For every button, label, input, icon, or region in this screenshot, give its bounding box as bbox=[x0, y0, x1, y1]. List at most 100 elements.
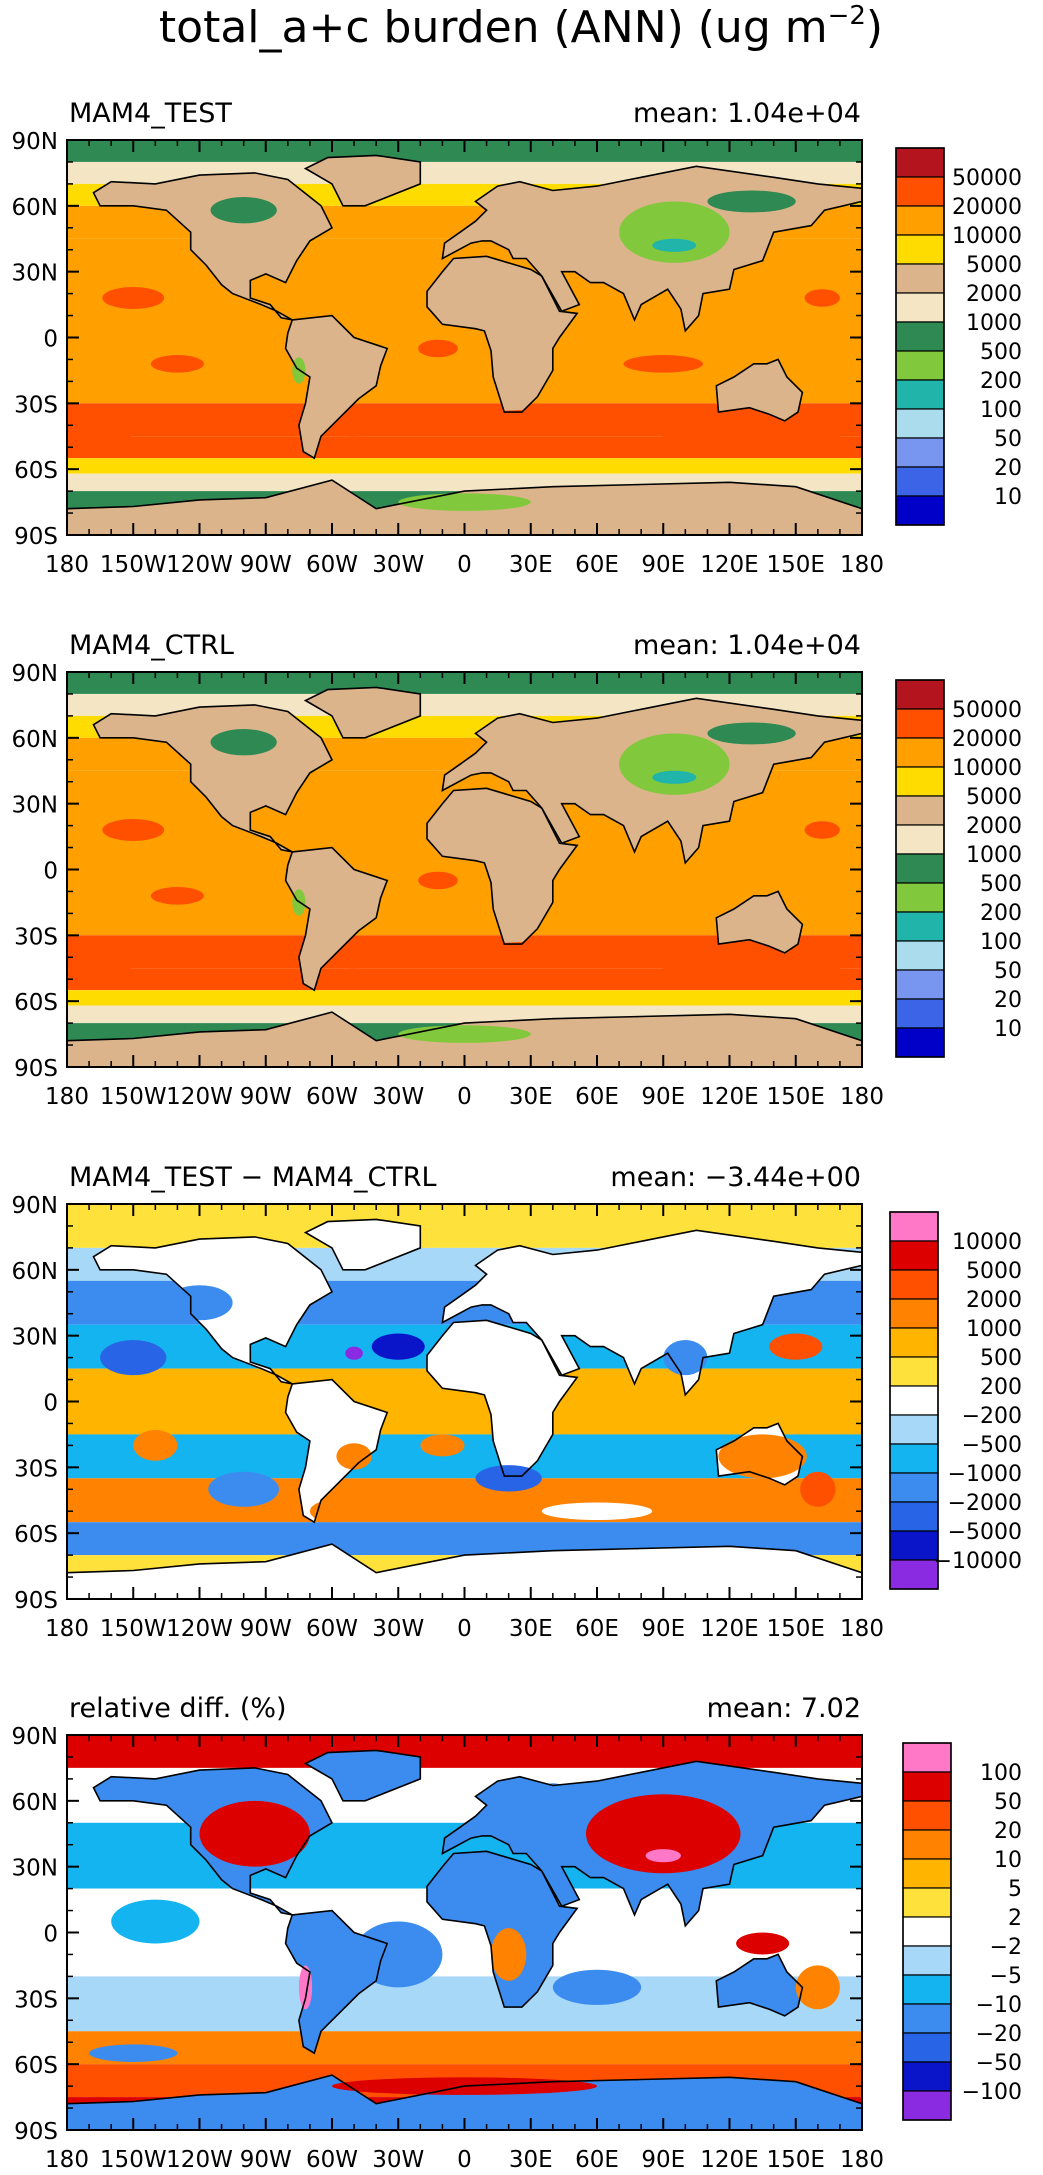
panel-title: MAM4_TEST − MAM4_CTRL bbox=[69, 1162, 437, 1193]
field-contour bbox=[663, 425, 840, 448]
lon-tick-label: 90E bbox=[641, 552, 685, 578]
colorbar-swatch bbox=[902, 1829, 952, 1860]
lon-tick-label: 30E bbox=[509, 552, 553, 578]
field-contour bbox=[102, 287, 165, 309]
coastline-antarctica bbox=[67, 479, 862, 535]
field-contour bbox=[327, 968, 381, 982]
colorbar-swatch bbox=[895, 176, 945, 207]
field-contour bbox=[623, 355, 703, 373]
land-africa bbox=[427, 788, 578, 945]
colorbar-swatch bbox=[895, 882, 945, 913]
lat-tick-label: 30N bbox=[12, 261, 58, 287]
coastline-australia bbox=[715, 1953, 804, 2017]
coastline-australia bbox=[715, 890, 804, 954]
colorbar-label: 200 bbox=[980, 1375, 1022, 1400]
lon-tick-label: 90W bbox=[240, 552, 292, 578]
map-field bbox=[67, 672, 862, 1067]
colorbar-swatch bbox=[902, 1771, 952, 1802]
lon-tick-label: 60E bbox=[575, 2147, 619, 2173]
colorbar-swatch bbox=[902, 2061, 952, 2092]
colorbar-label: 200 bbox=[980, 901, 1022, 926]
panel-rel: relative diff. (%) mean: 7.02 90N 60N 30N 0 30… bbox=[12, 1693, 1022, 2173]
lon-tick-label: 150E bbox=[767, 1084, 825, 1110]
lon-tick-label: 90E bbox=[641, 1084, 685, 1110]
lon-tick-label: 150E bbox=[767, 1616, 825, 1642]
panel-mean: mean: 1.04e+04 bbox=[633, 630, 861, 661]
land-samerica bbox=[285, 315, 388, 459]
colorbar-label: 1000 bbox=[966, 1317, 1022, 1342]
field-contour bbox=[707, 722, 796, 745]
colorbar-swatch bbox=[895, 824, 945, 855]
coastline-eurasia bbox=[441, 697, 862, 865]
lat-tick-label: 90N bbox=[12, 1193, 58, 1219]
colorbar-swatch bbox=[889, 1211, 939, 1242]
colorbar-label: 5000 bbox=[966, 785, 1022, 810]
field-contour bbox=[199, 1800, 310, 1867]
colorbar-frame bbox=[902, 1742, 952, 2121]
coastline-greenland bbox=[303, 686, 422, 739]
field-contour bbox=[552, 1969, 642, 2005]
panel-title: MAM4_TEST bbox=[69, 98, 232, 129]
colorbar-swatch bbox=[895, 321, 945, 352]
colorbar-label: 10000 bbox=[952, 756, 1022, 781]
map-field bbox=[67, 1735, 862, 2130]
field-contour bbox=[475, 1465, 542, 1492]
lon-tick-label: 60W bbox=[306, 1616, 358, 1642]
lat-tick-label: 0 bbox=[43, 327, 58, 353]
field-contour bbox=[530, 1783, 575, 1819]
coastline-samerica bbox=[284, 1378, 389, 1524]
coastline-samerica bbox=[284, 846, 389, 992]
panel-mean: mean: 7.02 bbox=[707, 1693, 861, 1724]
land-africa bbox=[427, 1851, 578, 2008]
lat-tick-label: 30N bbox=[12, 1856, 58, 1882]
lon-tick-label: 60E bbox=[575, 552, 619, 578]
colorbar-frame bbox=[895, 679, 945, 1058]
panel-abs1: MAM4_TEST mean: 1.04e+04 90N 60N 30N 0 30S 60S 9… bbox=[12, 98, 1022, 578]
colorbar-label: 10 bbox=[994, 485, 1022, 510]
land-antarctica bbox=[67, 1544, 862, 1599]
colorbar-swatch bbox=[895, 679, 945, 710]
lon-tick-label: 150E bbox=[767, 552, 825, 578]
colorbar-swatch bbox=[895, 495, 945, 526]
lat-tick-label: 90N bbox=[12, 1724, 58, 1750]
colorbar: 50000 20000 10000 5000 2000 1000 500 200 100 50 20… bbox=[895, 679, 1022, 1058]
colorbar-frame bbox=[895, 147, 945, 526]
colorbar-swatch bbox=[889, 1327, 939, 1358]
lat-tick-label: 90N bbox=[12, 661, 58, 687]
colorbar-frame bbox=[889, 1211, 939, 1590]
lon-tick-label: 30E bbox=[509, 1616, 553, 1642]
figure-title: total_a+c burden (ANN) (ug m−2) bbox=[159, 1, 883, 53]
coastline-africa bbox=[426, 1319, 579, 1477]
colorbar-label: −20 bbox=[976, 2022, 1022, 2047]
colorbar-label: 50 bbox=[994, 1790, 1022, 1815]
lat-tick-label: 90S bbox=[14, 2119, 58, 2145]
coastline-namerica bbox=[92, 1236, 334, 1385]
colorbar-swatch bbox=[895, 766, 945, 797]
field-contour bbox=[345, 1346, 363, 1360]
field-band bbox=[67, 968, 862, 991]
field-contour bbox=[585, 1794, 741, 1874]
colorbar: 100 50 20 10 5 2 −2 −5 −10 −20 −50 −100 bbox=[902, 1742, 1022, 2121]
colorbar-label: 5 bbox=[1008, 1877, 1022, 1902]
lon-tick-label: 180 bbox=[45, 552, 89, 578]
field-contour bbox=[398, 1025, 531, 1043]
field-contour bbox=[309, 1500, 355, 1523]
coastline-africa bbox=[426, 255, 579, 413]
colorbar-label: 20 bbox=[994, 456, 1022, 481]
colorbar-label: 20 bbox=[994, 988, 1022, 1013]
panel-mean: mean: 1.04e+04 bbox=[633, 98, 861, 129]
colorbar-swatch bbox=[889, 1501, 939, 1532]
lon-tick-label: 150W bbox=[100, 1616, 167, 1642]
colorbar-swatch bbox=[902, 2090, 952, 2121]
colorbar-swatch bbox=[895, 408, 945, 439]
coastline-greenland bbox=[303, 1218, 422, 1271]
lat-tick-label: 90N bbox=[12, 129, 58, 155]
lon-tick-label: 60W bbox=[306, 1084, 358, 1110]
land-eurasia bbox=[442, 1230, 862, 1395]
coastline-namerica bbox=[92, 172, 334, 321]
colorbar-label: −50 bbox=[976, 2051, 1022, 2076]
coastline-eurasia bbox=[441, 1760, 862, 1928]
lon-tick-label: 150W bbox=[100, 2147, 167, 2173]
lon-tick-label: 120E bbox=[700, 1084, 758, 1110]
field-contour bbox=[69, 957, 132, 980]
